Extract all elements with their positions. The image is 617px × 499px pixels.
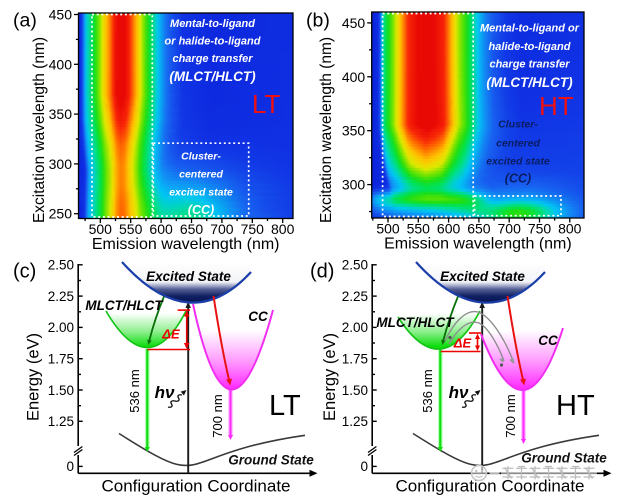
svg-text:(a): (a) <box>13 10 37 32</box>
svg-text:536 nm: 536 nm <box>420 369 435 412</box>
svg-text:(d): (d) <box>310 261 334 283</box>
svg-text:300: 300 <box>342 177 366 193</box>
svg-text:MLCT/HLCT: MLCT/HLCT <box>85 298 164 313</box>
svg-text:(b): (b) <box>306 10 330 32</box>
svg-text:800: 800 <box>271 221 295 237</box>
svg-text:1.25: 1.25 <box>48 414 74 429</box>
svg-text:MLCT/HLCT: MLCT/HLCT <box>376 315 455 330</box>
svg-text:700 nm: 700 nm <box>210 394 225 437</box>
svg-text:550: 550 <box>119 221 143 237</box>
svg-text:1.50: 1.50 <box>48 383 74 398</box>
svg-text:LT: LT <box>252 89 281 119</box>
svg-text:Emission wavelength (nm): Emission wavelength (nm) <box>384 236 572 253</box>
svg-text:700: 700 <box>498 221 522 237</box>
svg-text:750: 750 <box>528 221 552 237</box>
svg-text:hν: hν <box>449 383 469 402</box>
svg-text:750: 750 <box>241 221 265 237</box>
svg-text:centered: centered <box>179 169 223 181</box>
svg-text:800: 800 <box>558 221 582 237</box>
svg-text:Configuration Coordinate: Configuration Coordinate <box>101 477 290 496</box>
svg-text:(CC): (CC) <box>505 172 531 186</box>
svg-text:halide-to-ligand: halide-to-ligand <box>489 41 571 53</box>
svg-text:1.75: 1.75 <box>48 352 74 367</box>
svg-text:Excited State: Excited State <box>440 269 525 284</box>
svg-text:500: 500 <box>376 221 400 237</box>
svg-text:536 nm: 536 nm <box>127 369 142 412</box>
svg-text:Mental-to-ligand: Mental-to-ligand <box>170 18 255 30</box>
svg-text:350: 350 <box>49 106 73 122</box>
svg-text:450: 450 <box>342 15 366 31</box>
svg-text:1.25: 1.25 <box>342 414 368 429</box>
svg-text:centered: centered <box>496 138 540 150</box>
svg-text:Configuration Coordinate: Configuration Coordinate <box>395 477 584 496</box>
svg-text:Cluster-: Cluster- <box>498 119 538 131</box>
svg-text:400: 400 <box>342 69 366 85</box>
svg-text:excited state: excited state <box>169 187 233 199</box>
svg-text:Mental-to-ligand or: Mental-to-ligand or <box>480 23 580 35</box>
svg-text:700 nm: 700 nm <box>503 394 518 437</box>
svg-text:charge transfer: charge transfer <box>489 59 570 71</box>
svg-text:450: 450 <box>49 7 73 23</box>
svg-text:(c): (c) <box>13 261 36 283</box>
svg-text:CC: CC <box>538 333 558 348</box>
svg-text:2.25: 2.25 <box>342 289 368 304</box>
svg-text:400: 400 <box>49 56 73 72</box>
svg-text:350: 350 <box>342 123 366 139</box>
svg-text:CC: CC <box>248 309 268 324</box>
svg-text:Excitation wavelength (nm): Excitation wavelength (nm) <box>31 37 48 223</box>
svg-text:excited state: excited state <box>486 156 550 168</box>
svg-text:600: 600 <box>437 221 461 237</box>
svg-text:0: 0 <box>360 459 368 474</box>
svg-text:HT: HT <box>539 91 574 121</box>
svg-text:2.50: 2.50 <box>48 258 74 273</box>
svg-text:2.25: 2.25 <box>48 289 74 304</box>
svg-text:2.00: 2.00 <box>48 320 74 335</box>
svg-text:Energy (eV): Energy (eV) <box>321 333 339 421</box>
svg-text:550: 550 <box>407 221 431 237</box>
svg-text:2.00: 2.00 <box>342 320 368 335</box>
svg-text:(CC): (CC) <box>188 203 214 217</box>
svg-text:(MLCT/HLCT): (MLCT/HLCT) <box>486 75 573 90</box>
svg-text:Excited State: Excited State <box>146 269 231 284</box>
svg-text:1.50: 1.50 <box>342 383 368 398</box>
svg-text:Energy (eV): Energy (eV) <box>25 333 43 421</box>
svg-text:Ground State: Ground State <box>228 453 314 468</box>
svg-text:2.50: 2.50 <box>342 258 368 273</box>
svg-text:or halide-to-ligand: or halide-to-ligand <box>165 36 261 48</box>
svg-text:Ground State: Ground State <box>521 451 607 466</box>
svg-text:500: 500 <box>89 221 113 237</box>
svg-text:300: 300 <box>49 156 73 172</box>
svg-text:hν: hν <box>155 383 175 402</box>
svg-text:ΔE: ΔE <box>453 336 472 351</box>
svg-text:1.75: 1.75 <box>342 352 368 367</box>
svg-text:650: 650 <box>467 221 491 237</box>
svg-text:(MLCT/HLCT): (MLCT/HLCT) <box>169 69 256 84</box>
svg-text:Cluster-: Cluster- <box>181 151 221 163</box>
svg-text:LT: LT <box>269 390 301 422</box>
svg-text:700: 700 <box>210 221 234 237</box>
svg-text:charge transfer: charge transfer <box>172 53 253 65</box>
svg-text:HT: HT <box>556 390 595 422</box>
svg-text:250: 250 <box>49 206 73 222</box>
svg-text:Excitation wavelength (nm): Excitation wavelength (nm) <box>318 37 335 223</box>
svg-text:ΔE: ΔE <box>161 327 180 342</box>
svg-text:650: 650 <box>180 221 204 237</box>
svg-text:0: 0 <box>66 459 74 474</box>
svg-text:Emission wavelength (nm): Emission wavelength (nm) <box>92 236 280 253</box>
svg-text:600: 600 <box>149 221 173 237</box>
